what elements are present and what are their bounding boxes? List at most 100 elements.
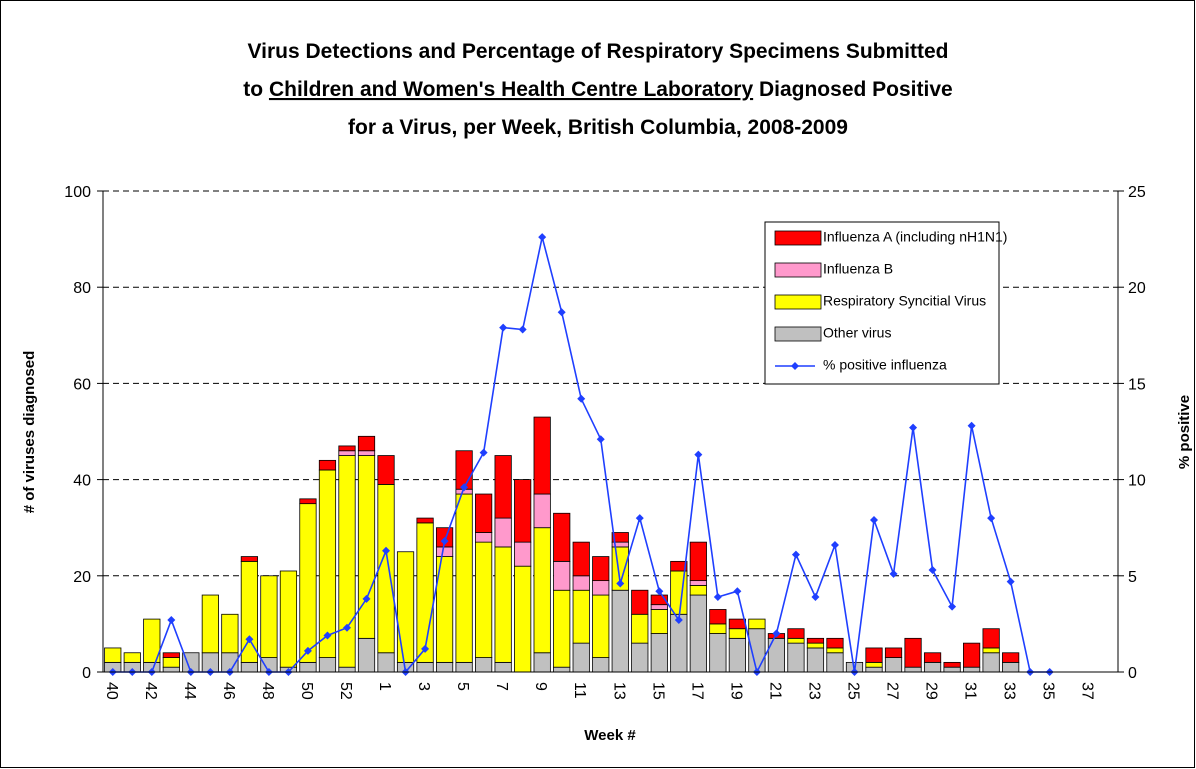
bar-segment	[299, 498, 317, 505]
bar-segment	[904, 637, 922, 668]
x-tick-label: 15	[649, 682, 666, 700]
bar-segment	[396, 551, 415, 663]
bar-segment	[650, 604, 668, 610]
bar-segment	[475, 541, 493, 658]
bar-segment	[318, 459, 337, 471]
bar-segment	[475, 532, 493, 543]
bar-segment	[904, 666, 922, 673]
bar-segment	[494, 517, 512, 548]
bar-segment	[357, 455, 376, 639]
bar-segment	[104, 647, 122, 663]
y2-tick-label: 10	[1128, 473, 1146, 490]
x-tick-label: 1	[376, 682, 393, 691]
line-marker	[499, 323, 508, 332]
line-marker	[323, 631, 332, 640]
bar-segment	[806, 642, 825, 649]
bar-segment	[240, 560, 258, 663]
x-tick-label: 25	[844, 682, 861, 700]
bar-segment	[1002, 661, 1020, 673]
x-tick-label: 42	[142, 682, 159, 700]
bar-segment	[826, 652, 844, 673]
bar-segment	[416, 517, 434, 524]
bar-segment	[475, 493, 493, 533]
line-marker	[440, 537, 449, 546]
bar-segment	[572, 589, 590, 644]
bar-segment	[357, 450, 376, 456]
chart-title: for a Virus, per Week, British Columbia,…	[348, 116, 848, 139]
bar-segment	[475, 657, 493, 673]
bar-segment	[279, 570, 298, 668]
legend-label: % positive influenza	[823, 357, 947, 373]
bar-segment	[806, 647, 825, 673]
bar-segment	[338, 450, 356, 456]
y2-axis-title: % positive	[1176, 395, 1193, 469]
x-tick-label: 46	[220, 682, 237, 700]
line-marker	[1006, 577, 1015, 586]
y-tick-label: 40	[73, 473, 91, 490]
line-marker	[382, 546, 391, 555]
x-tick-label: 9	[532, 682, 549, 691]
bar-segment	[377, 652, 395, 673]
y-tick-label: 20	[73, 569, 91, 586]
line-marker	[987, 514, 996, 523]
bar-segment	[435, 546, 454, 557]
y2-tick-label: 5	[1128, 569, 1137, 586]
x-tick-label: 40	[103, 682, 120, 700]
chart-title: to Children and Women's Health Centre La…	[243, 78, 952, 101]
legend-label: Influenza A (including nH1N1)	[823, 229, 1007, 245]
bar-segment	[377, 455, 395, 485]
line-marker	[889, 569, 898, 578]
bar-segment	[611, 532, 629, 543]
bar-segment	[572, 575, 590, 591]
x-tick-label: 31	[962, 682, 979, 700]
bar-segment	[572, 541, 590, 577]
bar-segment	[806, 637, 825, 644]
bar-segment	[533, 652, 551, 673]
bar-segment	[338, 445, 356, 452]
bar-segment	[357, 637, 376, 673]
x-tick-label: 11	[571, 682, 588, 699]
line-marker	[948, 602, 957, 611]
x-tick-label: 5	[454, 682, 471, 691]
line-marker	[694, 450, 703, 459]
bar-segment	[963, 642, 981, 668]
x-axis-title: Week #	[584, 727, 636, 744]
legend-label: Influenza B	[823, 261, 893, 277]
y2-tick-label: 25	[1128, 184, 1146, 201]
bar-segment	[923, 652, 942, 663]
x-tick-label: 27	[884, 682, 901, 700]
y-tick-label: 0	[82, 665, 91, 682]
bar-segment	[728, 637, 746, 673]
line-marker	[909, 423, 918, 432]
bar-segment	[592, 594, 610, 658]
bar-segment	[787, 642, 805, 673]
bar-segment	[553, 560, 571, 591]
line-marker	[557, 308, 566, 317]
bar-segment	[884, 657, 903, 673]
bar-segment	[689, 580, 707, 586]
bar-segment	[357, 435, 376, 452]
bar-segment	[748, 618, 766, 630]
line-marker	[733, 587, 742, 596]
bar-segment	[592, 657, 610, 673]
bar-segment	[572, 642, 590, 673]
line-marker	[830, 541, 839, 550]
line-marker	[967, 421, 976, 430]
bar-segment	[709, 623, 727, 634]
x-tick-label: 3	[415, 682, 432, 691]
chart-title: Virus Detections and Percentage of Respi…	[248, 40, 949, 63]
bar-segment	[826, 647, 844, 654]
bar-segment	[826, 637, 844, 649]
bar-segment	[514, 541, 532, 567]
x-tick-label: 44	[181, 682, 198, 700]
bar-segment	[631, 642, 649, 673]
line-marker	[811, 592, 820, 601]
legend-swatch	[774, 230, 822, 246]
y2-tick-label: 20	[1128, 280, 1146, 297]
bar-segment	[494, 455, 512, 519]
x-tick-label: 37	[1079, 682, 1096, 700]
bar-segment	[963, 666, 981, 673]
bar-segment	[943, 666, 961, 673]
legend-swatch	[774, 294, 822, 310]
